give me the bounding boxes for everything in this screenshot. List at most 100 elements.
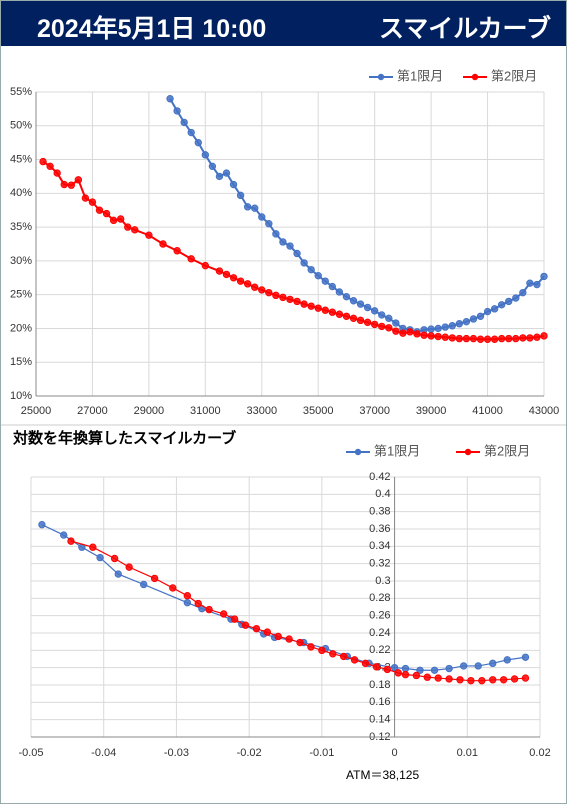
point [512,294,520,302]
point [476,312,485,320]
point [363,303,372,312]
point [350,656,359,664]
y-tick-label: 0.26 [369,610,390,622]
point [222,270,231,279]
x-tick-label: 0.02 [529,747,550,759]
point [208,162,217,171]
legend-label: 第1限月 [397,68,443,83]
point [499,676,508,684]
point [533,280,541,289]
point [401,664,410,673]
point [378,311,386,319]
y-tick-label: 50% [10,120,32,132]
point [349,297,358,305]
x-tick-label: 39000 [416,405,447,417]
header-date: 2024年5月1日 10:00 [37,15,267,43]
point [372,663,381,671]
point [285,635,293,643]
x-tick-label: 0 [392,747,398,759]
point [430,666,439,674]
legend-label: 第1限月 [374,443,420,458]
point [462,317,471,326]
point [445,675,453,683]
point [321,306,329,314]
annotation: ATM＝38,125 [346,768,419,782]
point [483,307,492,316]
legend-label: 第2限月 [491,68,537,83]
point [321,277,329,285]
point [272,230,280,238]
point [166,95,174,103]
chart-title: 対数を年換算したスマイルカーブ [12,429,236,447]
point [159,240,167,248]
point [279,293,287,302]
point [521,674,530,682]
point [114,570,122,578]
point [448,334,456,342]
point [96,553,104,562]
point [201,151,210,159]
point [236,277,245,285]
point [109,216,118,225]
point [434,674,442,682]
point [339,652,348,661]
y-tick-label: 0.16 [369,696,390,708]
point [329,650,337,658]
point [349,314,358,323]
y-tick-label: 0.3 [375,575,390,587]
y-tick-label: 0.36 [369,523,390,535]
point [497,334,506,343]
point [412,671,421,680]
point [356,316,365,325]
point [150,574,159,583]
legend-label: 第2限月 [484,443,530,458]
point [252,624,261,633]
point [222,169,231,177]
point [67,181,75,189]
point [459,662,468,670]
point [140,580,148,589]
point [116,215,125,223]
point [258,286,266,294]
point [300,259,308,267]
point [335,288,344,296]
y-tick-label: 0.4 [375,488,390,500]
point [274,632,282,641]
point [519,334,527,342]
point [53,169,61,177]
x-tick-label: -0.02 [237,747,262,759]
point [169,584,177,592]
x-tick-label: 27000 [77,405,108,417]
point [383,665,391,674]
point [180,118,188,127]
y-tick-label: 0.42 [369,471,390,483]
point [489,676,497,684]
point [476,335,485,343]
point [467,676,475,685]
point [478,676,486,685]
x-tick-label: 35000 [303,405,334,417]
y-tick-label: 20% [10,322,32,334]
point [406,328,414,336]
point [110,554,119,563]
point [230,615,239,623]
point [370,307,379,315]
point [505,297,513,306]
point [81,194,90,202]
point [286,242,294,250]
point [469,315,478,323]
point [265,220,273,228]
point [328,308,337,316]
point [243,280,252,288]
point [205,605,213,614]
point [219,610,228,618]
y-tick-label: 55% [10,86,32,98]
point [455,334,464,343]
point [434,324,442,333]
x-tick-label: 0.01 [457,747,478,759]
y-tick-label: 0.14 [369,714,390,726]
point [67,537,75,545]
y-tick-label: 15% [10,356,32,368]
